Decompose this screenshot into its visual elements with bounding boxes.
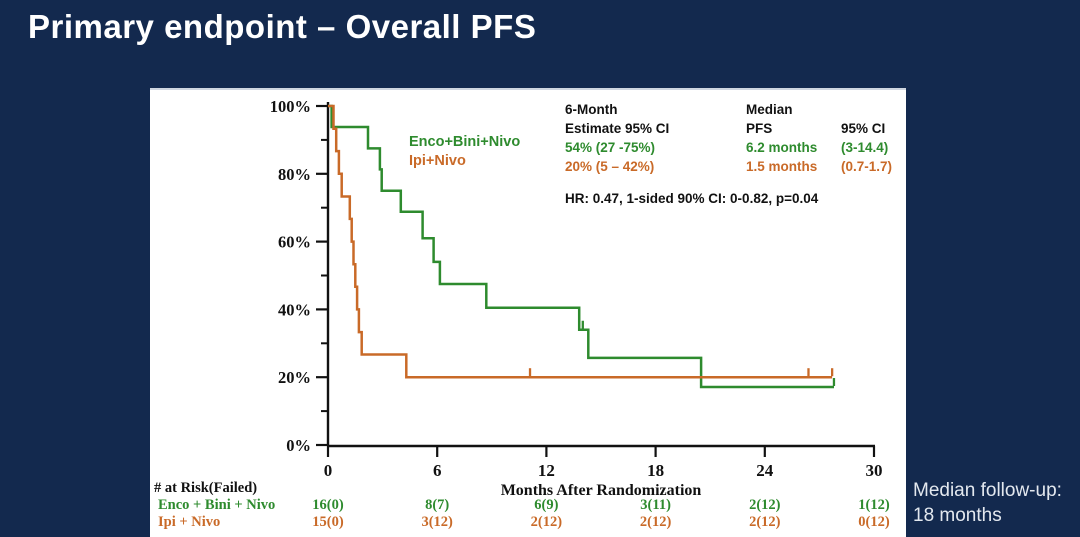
stats-median-header1: Median (746, 102, 793, 117)
y-tick-label: 40% (278, 300, 311, 319)
page-title: Primary endpoint – Overall PFS (28, 8, 537, 45)
y-tick-label: 80% (278, 165, 311, 184)
x-tick-label: 12 (538, 461, 555, 480)
at-risk-cell: 3(12) (421, 514, 453, 530)
x-axis-title: Months After Randomization (501, 482, 702, 499)
stats-median-header2: PFS (746, 121, 773, 136)
at-risk-cell: 0(12) (858, 514, 890, 530)
y-tick-label: 100% (270, 97, 311, 116)
at-risk-cell: 3(11) (640, 497, 671, 513)
at-risk-cell: 2(12) (749, 497, 781, 513)
at-risk-label-ipi: Ipi + Nivo (158, 514, 221, 530)
y-tick-label: 60% (278, 233, 311, 252)
at-risk-cell: 2(12) (749, 514, 781, 530)
hazard-ratio-text: HR: 0.47, 1-sided 90% CI: 0-0.82, p=0.04 (565, 191, 819, 206)
stats-median-ipi: 1.5 months (746, 159, 818, 174)
at-risk-cell: 16(0) (312, 497, 344, 513)
stats-ci-header1 (841, 100, 892, 119)
at-risk-label-enco: Enco + Bini + Nivo (158, 497, 276, 513)
at-risk-cell: 6(9) (534, 497, 559, 513)
stats-6month-ipi: 20% (5 – 42%) (565, 159, 655, 174)
at-risk-cell: 2(12) (530, 514, 563, 530)
at-risk-cell: 15(0) (312, 514, 344, 530)
x-tick-label: 18 (647, 461, 664, 480)
legend-ipi-label: Ipi+Nivo (409, 153, 466, 169)
stats-ci-ipi: (0.7-1.7) (841, 159, 893, 174)
median-followup-line1: Median follow-up: (913, 480, 1062, 501)
at-risk-cell: 2(12) (639, 514, 672, 530)
stats-6month-header2: Estimate 95% CI (565, 121, 670, 136)
stats-col-ci: 95% CI (3-14.4) (0.7-1.7) (841, 100, 892, 176)
median-followup-note: Median follow-up: 18 months (913, 478, 1080, 528)
legend: Enco+Bini+Nivo Ipi+Nivo (409, 133, 520, 171)
median-followup-line2: 18 months (913, 505, 1002, 526)
km-chart: 100% 80% 60% 40% 20% 0% 0 6 12 18 24 30 Months After… (270, 97, 883, 499)
x-tick-label: 30 (866, 461, 883, 480)
stats-ci-header2: 95% CI (841, 121, 886, 136)
at-risk-header: # at Risk(Failed) (154, 480, 258, 496)
y-tick-label: 0% (286, 436, 311, 455)
y-tick-label: 20% (278, 368, 311, 387)
at-risk-cell: 1(12) (858, 497, 890, 513)
x-tick-label: 0 (324, 461, 333, 480)
stats-6month-enco: 54% (27 -75%) (565, 140, 656, 155)
stats-col-6month: 6-Month Estimate 95% CI 54% (27 -75%) 20… (565, 100, 669, 176)
at-risk-cell: 8(7) (425, 497, 450, 513)
stats-col-median: Median PFS 6.2 months 1.5 months (746, 100, 817, 176)
x-tick-label: 6 (433, 461, 442, 480)
km-curve-enco (328, 104, 834, 389)
legend-enco-label: Enco+Bini+Nivo (409, 134, 521, 150)
km-curve-ipi (328, 104, 833, 379)
stats-6month-header1: 6-Month (565, 102, 618, 117)
chart-panel: 100% 80% 60% 40% 20% 0% 0 6 12 18 24 30 Months After… (150, 88, 906, 537)
x-tick-label: 24 (756, 461, 774, 480)
stats-ci-enco: (3-14.4) (841, 140, 889, 155)
stats-median-enco: 6.2 months (746, 140, 818, 155)
